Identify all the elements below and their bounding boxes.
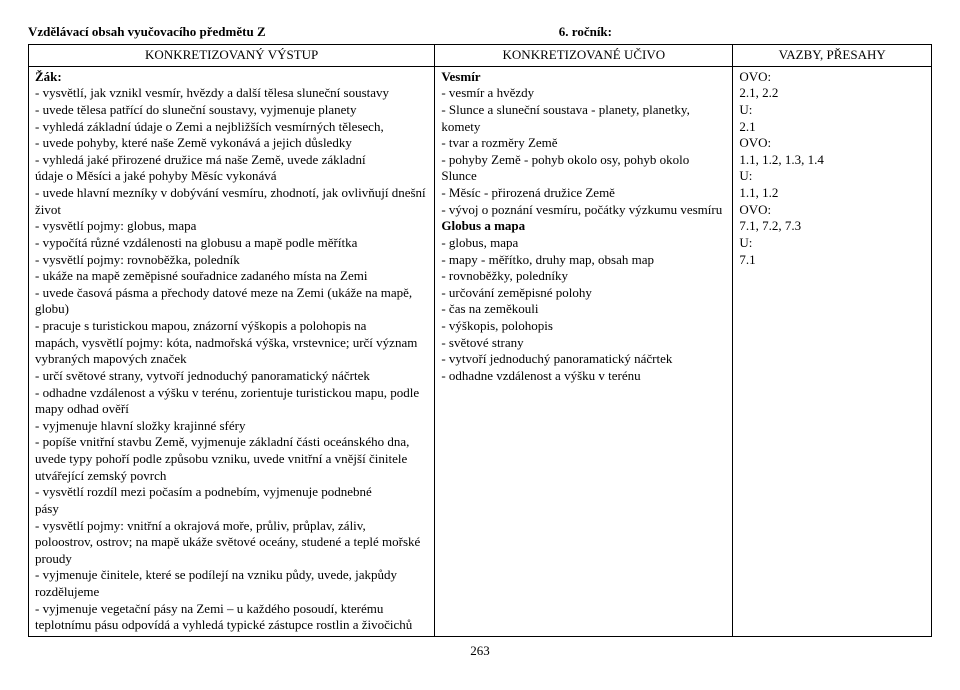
vystup-line: - určí světové strany, vytvoří jednoduch… (35, 368, 428, 385)
grade-label: 6. ročník: (559, 24, 932, 40)
vystup-line: - pracuje s turistickou mapou, znázorní … (35, 318, 428, 335)
subject-title: Vzdělávací obsah vyučovacího předmětu Z (28, 24, 559, 40)
ucivo-globus-line: - rovnoběžky, poledníky (441, 268, 726, 285)
vystup-line: - vyjmenuje vegetační pásy na Zemi – u k… (35, 601, 428, 634)
vystup-line: - vyhledá jaké přirozené družice má naše… (35, 152, 428, 169)
vazby-label: OVO: (739, 69, 925, 86)
vazby-value: 7.1 (739, 252, 925, 269)
page-number: 263 (28, 643, 932, 659)
header-col2: KONKRETIZOVANÉ UČIVO (435, 45, 733, 67)
cell-ucivo: Vesmír - vesmír a hvězdy- Slunce a slune… (435, 66, 733, 636)
vystup-line: - uvede tělesa patřící do sluneční soust… (35, 102, 428, 119)
vazby-value: 1.1, 1.2 (739, 185, 925, 202)
ucivo-globus-line: - výškopis, polohopis (441, 318, 726, 335)
vystup-line: mapách, vysvětlí pojmy: kóta, nadmořská … (35, 335, 428, 368)
vystup-line: údaje o Měsíci a jaké pohyby Měsíc vykon… (35, 168, 428, 185)
vystup-line: poloostrov, ostrov; na mapě ukáže světov… (35, 534, 428, 567)
header-col3: VAZBY, PŘESAHY (733, 45, 932, 67)
ucivo-vesmir-line: - Měsíc - přirozená družice Země (441, 185, 726, 202)
vazby-label: OVO: (739, 202, 925, 219)
ucivo-globus-line: - vytvoří jednoduchý panoramatický náčrt… (441, 351, 726, 368)
vazby-value: 1.1, 1.2, 1.3, 1.4 (739, 152, 925, 169)
globus-lead: Globus a mapa (441, 218, 726, 235)
vystup-line: pásy (35, 501, 428, 518)
ucivo-globus-line: - globus, mapa (441, 235, 726, 252)
vystup-line: - uvede časová pásma a přechody datové m… (35, 285, 428, 318)
ucivo-vesmir-line: - vývoj o poznání vesmíru, počátky výzku… (441, 202, 726, 219)
vazby-label: U: (739, 168, 925, 185)
zak-lead: Žák: (35, 69, 428, 86)
ucivo-vesmir-line: - pohyby Země - pohyb okolo osy, pohyb o… (441, 152, 726, 185)
vystup-line: - popíše vnitřní stavbu Země, vyjmenuje … (35, 434, 428, 484)
vystup-line: - vyhledá základní údaje o Zemi a nejbli… (35, 119, 428, 136)
vazby-value: 7.1, 7.2, 7.3 (739, 218, 925, 235)
vystup-line: - vysvětlí rozdíl mezi počasím a podnebí… (35, 484, 428, 501)
ucivo-globus-line: - určování zeměpisné polohy (441, 285, 726, 302)
vystup-line: - ukáže na mapě zeměpisné souřadnice zad… (35, 268, 428, 285)
ucivo-globus-line: - čas na zeměkouli (441, 301, 726, 318)
vystup-line: - vyjmenuje činitele, které se podílejí … (35, 567, 428, 600)
header-col1: KONKRETIZOVANÝ VÝSTUP (29, 45, 435, 67)
vystup-line: - vypočítá různé vzdálenosti na globusu … (35, 235, 428, 252)
vystup-line: - uvede pohyby, které naše Země vykonává… (35, 135, 428, 152)
vystup-line: - vysvětlí pojmy: rovnoběžka, poledník (35, 252, 428, 269)
table-body-row: Žák: - vysvětlí, jak vznikl vesmír, hvěz… (29, 66, 932, 636)
vystup-line: - uvede hlavní mezníky v dobývání vesmír… (35, 185, 428, 218)
cell-vystup: Žák: - vysvětlí, jak vznikl vesmír, hvěz… (29, 66, 435, 636)
ucivo-globus-line: - mapy - měřítko, druhy map, obsah map (441, 252, 726, 269)
vystup-line: - vysvětlí pojmy: vnitřní a okrajová moř… (35, 518, 428, 535)
vazby-label: U: (739, 235, 925, 252)
vazby-value: 2.1 (739, 119, 925, 136)
ucivo-globus-line: - odhadne vzdálenost a výšku v terénu (441, 368, 726, 385)
ucivo-vesmir-line: - Slunce a sluneční soustava - planety, … (441, 102, 726, 135)
ucivo-globus-line: - světové strany (441, 335, 726, 352)
vesmir-lead: Vesmír (441, 69, 726, 86)
vazby-label: OVO: (739, 135, 925, 152)
ucivo-vesmir-line: - vesmír a hvězdy (441, 85, 726, 102)
vazby-label: U: (739, 102, 925, 119)
cell-vazby: OVO:2.1, 2.2U:2.1OVO:1.1, 1.2, 1.3, 1.4U… (733, 66, 932, 636)
header-row: Vzdělávací obsah vyučovacího předmětu Z … (28, 24, 932, 40)
vystup-line: - vysvětlí pojmy: globus, mapa (35, 218, 428, 235)
vystup-line: - odhadne vzdálenost a výšku v terénu, z… (35, 385, 428, 418)
vystup-line: - vysvětlí, jak vznikl vesmír, hvězdy a … (35, 85, 428, 102)
content-table: KONKRETIZOVANÝ VÝSTUP KONKRETIZOVANÉ UČI… (28, 44, 932, 637)
table-header-row: KONKRETIZOVANÝ VÝSTUP KONKRETIZOVANÉ UČI… (29, 45, 932, 67)
vazby-value: 2.1, 2.2 (739, 85, 925, 102)
ucivo-vesmir-line: - tvar a rozměry Země (441, 135, 726, 152)
vystup-line: - vyjmenuje hlavní složky krajinné sféry (35, 418, 428, 435)
